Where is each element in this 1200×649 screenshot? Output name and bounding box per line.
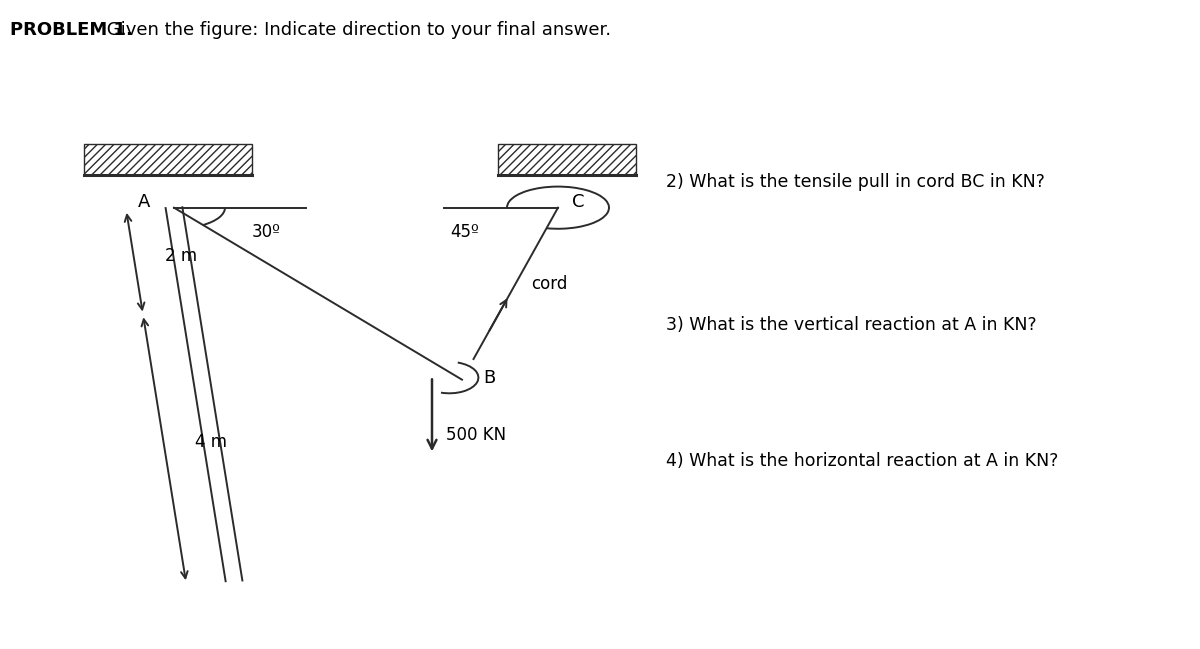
Text: 2) What is the tensile pull in cord BC in KN?: 2) What is the tensile pull in cord BC i…: [666, 173, 1045, 191]
Text: PROBLEM 1.: PROBLEM 1.: [10, 21, 132, 40]
Text: B: B: [484, 369, 496, 387]
Text: 500 KN: 500 KN: [446, 426, 506, 444]
Text: 30º: 30º: [252, 223, 281, 241]
Text: 3) What is the vertical reaction at A in KN?: 3) What is the vertical reaction at A in…: [666, 315, 1037, 334]
Text: 4) What is the horizontal reaction at A in KN?: 4) What is the horizontal reaction at A …: [666, 452, 1058, 470]
Text: C: C: [572, 193, 584, 212]
Text: 45º: 45º: [450, 223, 479, 241]
Bar: [498, 144, 636, 175]
Bar: [84, 144, 252, 175]
Text: 2 m: 2 m: [164, 247, 197, 265]
Text: A: A: [138, 193, 150, 212]
Text: cord: cord: [532, 275, 568, 293]
Text: Given the figure: Indicate direction to your final answer.: Given the figure: Indicate direction to …: [101, 21, 611, 40]
Text: 4 m: 4 m: [194, 434, 227, 451]
